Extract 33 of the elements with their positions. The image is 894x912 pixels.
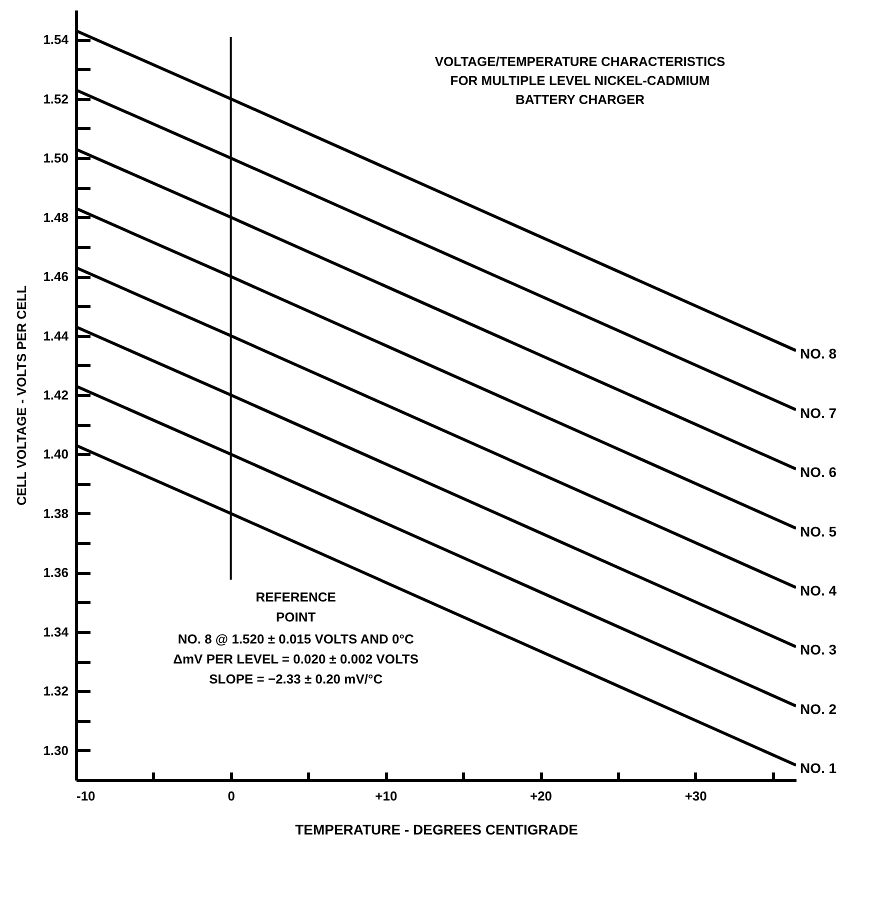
y-tick-label: 1.46 — [43, 269, 68, 284]
ref-line-label: REFERENCE POINT — [256, 589, 336, 624]
annotation: ΔmV PER LEVEL = 0.020 ± 0.002 VOLTS — [173, 651, 419, 666]
annotation: SLOPE = −2.33 ± 0.20 mV/°C — [209, 671, 384, 686]
series-label: NO. 7 — [800, 404, 837, 421]
text: VOLTAGE/TEMPERATURE CHARACTERISTICS FOR MULTIPLE LEVEL NICKEL-CADMIUM BATTERY CHARGER — [434, 54, 726, 108]
x-tick-label: -10 — [76, 788, 96, 804]
series-label: NO. 8 — [800, 346, 837, 362]
y-tick-label: 1.54 — [43, 32, 70, 48]
y-tick-label: 1.42 — [43, 388, 68, 402]
y-tick-label: 1.44 — [43, 328, 70, 344]
y-tick-label: 1.40 — [43, 446, 68, 462]
x-tick-label: 0 — [228, 788, 235, 804]
y-axis-title: CELL VOLTAGE - VOLTS PER CELL — [14, 285, 30, 506]
series-label: NO. 5 — [800, 523, 837, 540]
x-tick-label: +20 — [530, 788, 552, 804]
series-label: NO. 4 — [800, 582, 837, 598]
x-tick-label: +30 — [684, 788, 707, 804]
series-label: NO. 6 — [800, 464, 837, 480]
y-tick-label: 1.52 — [43, 91, 68, 106]
y-tick-label: 1.36 — [43, 565, 68, 580]
y-tick-label: 1.34 — [43, 624, 70, 640]
series-label: NO. 2 — [800, 700, 837, 717]
y-tick-label: 1.30 — [43, 742, 68, 758]
y-tick-label: 1.48 — [43, 210, 68, 225]
x-tick-label: +10 — [375, 788, 398, 804]
y-tick-label: 1.50 — [43, 150, 68, 166]
series-label: NO. 3 — [800, 642, 837, 658]
annotation: NO. 8 @ 1.520 ± 0.015 VOLTS AND 0°C — [178, 631, 414, 646]
y-tick-label: 1.32 — [43, 684, 68, 699]
x-axis-title: TEMPERATURE - DEGREES CENTIGRADE — [295, 822, 578, 838]
series-label: NO. 1 — [800, 760, 837, 776]
y-tick-label: 1.38 — [43, 506, 68, 521]
